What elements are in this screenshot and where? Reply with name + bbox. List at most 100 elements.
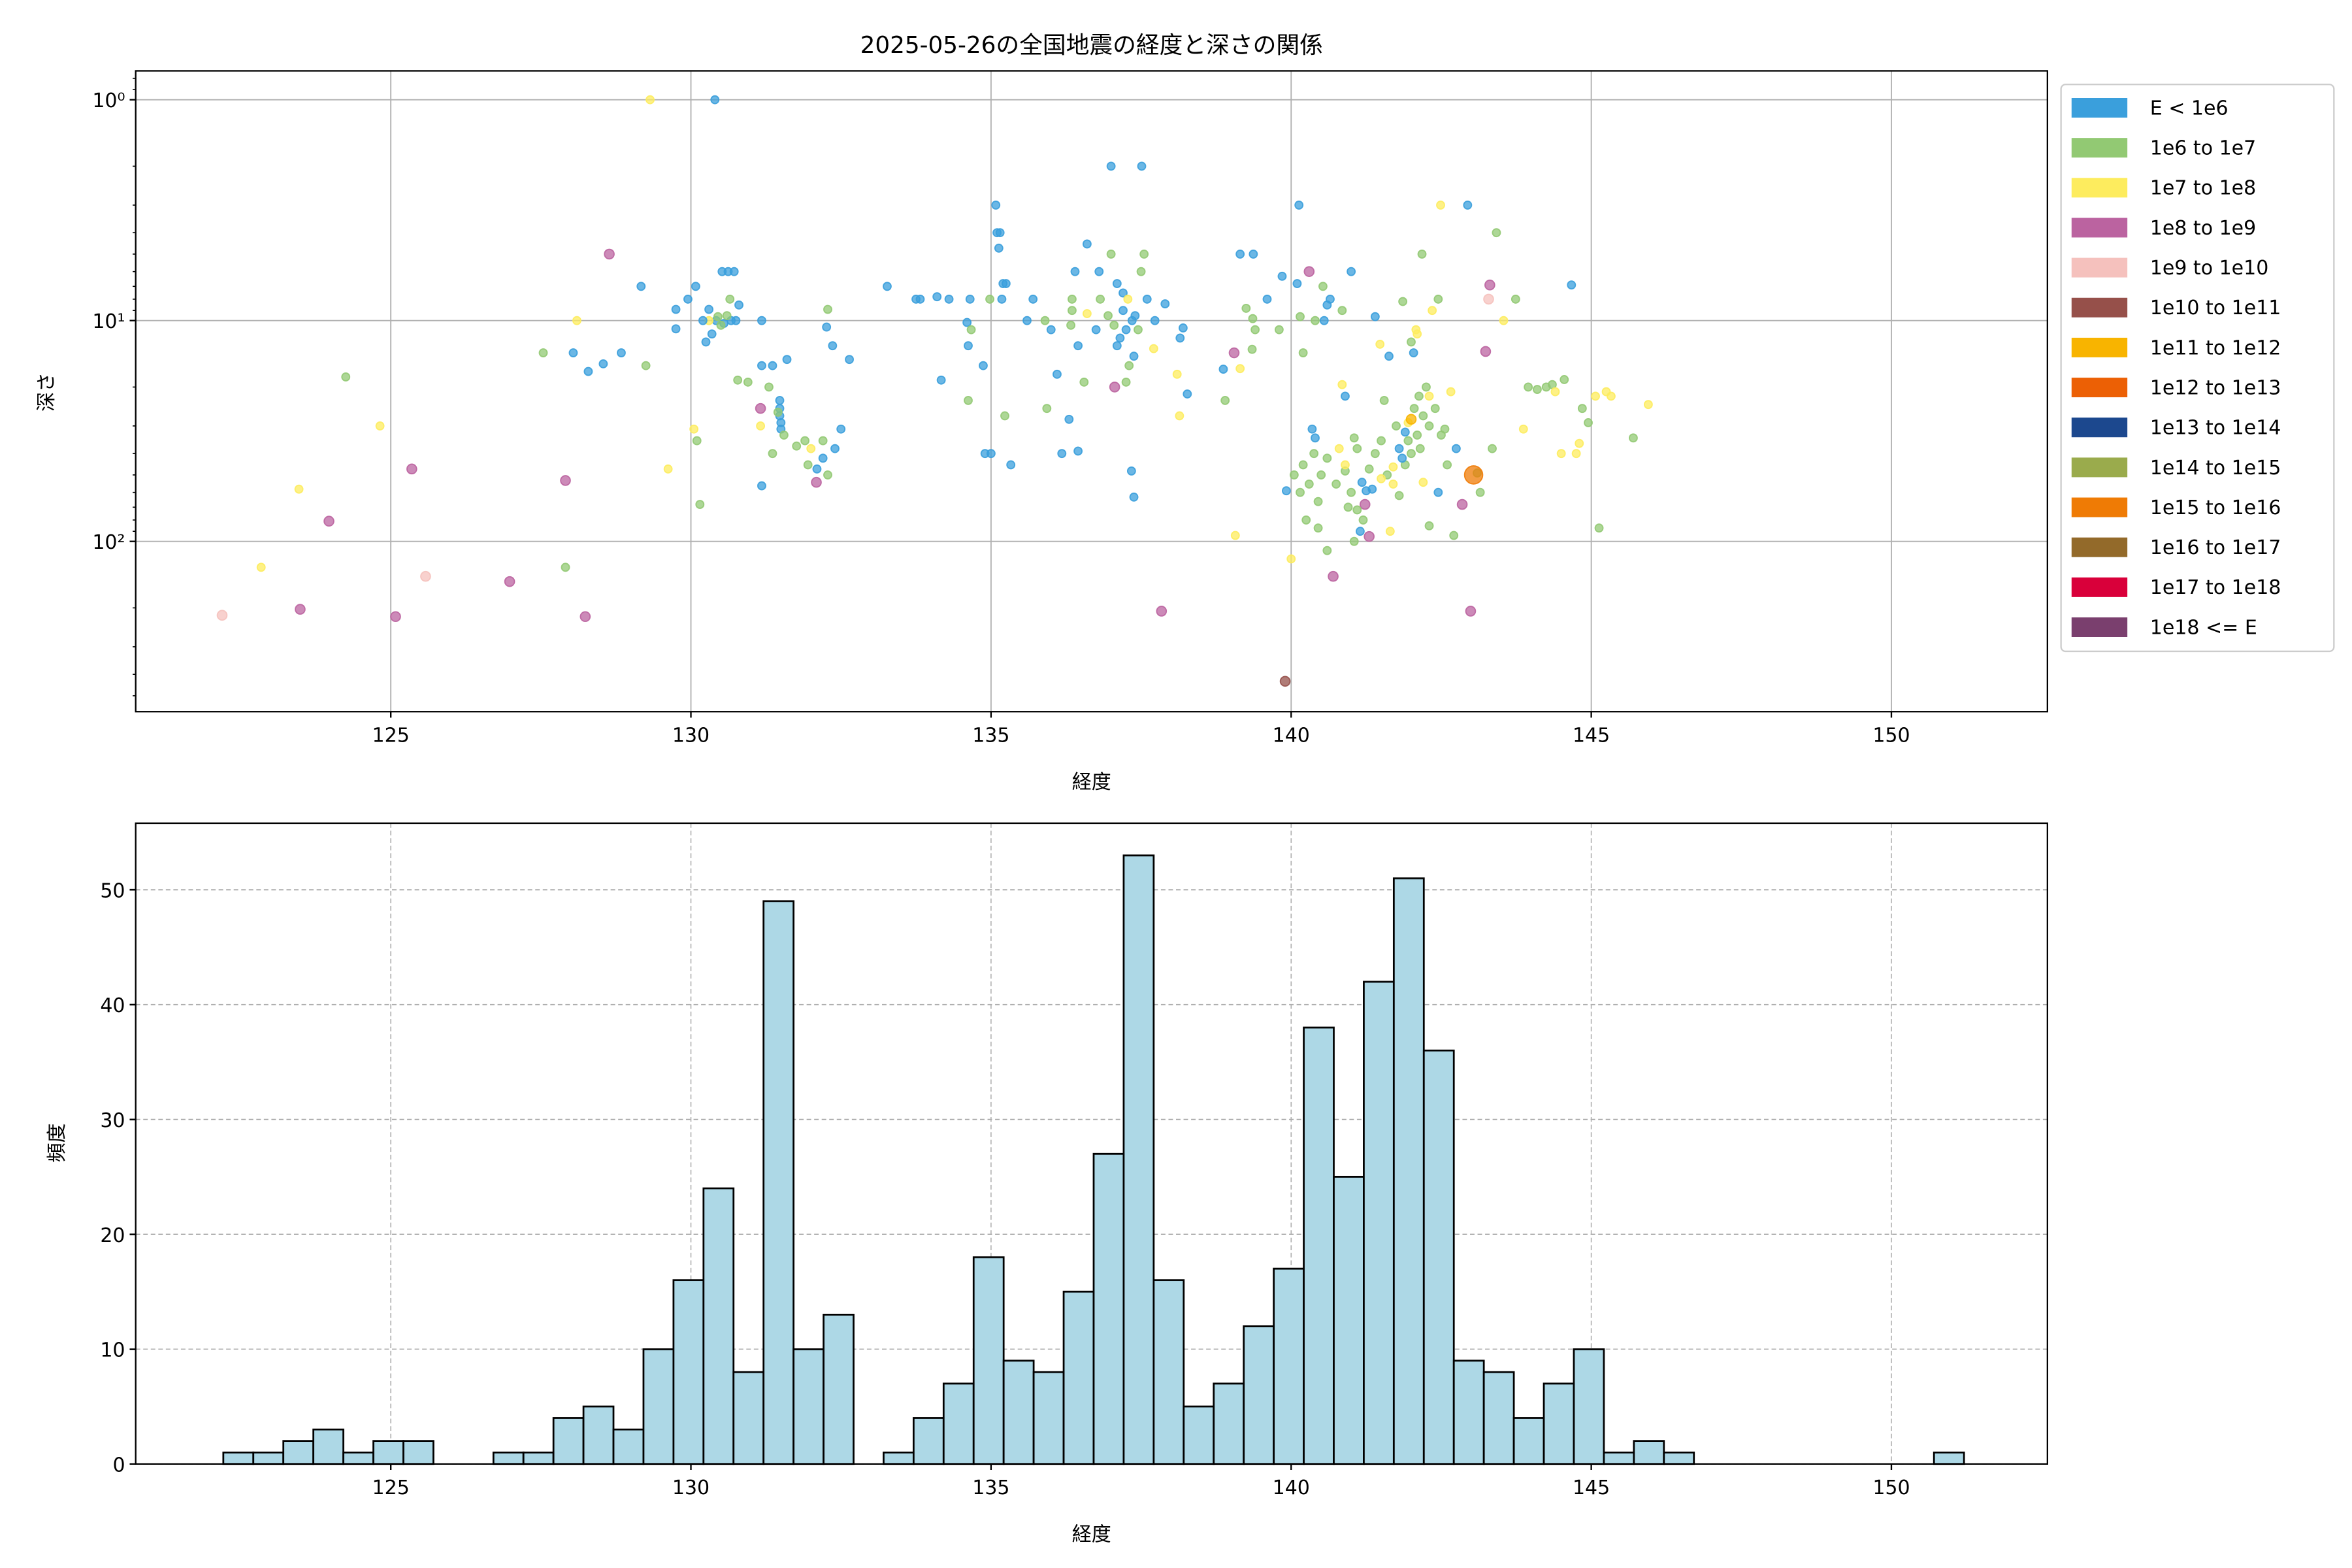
scatter-point (1567, 280, 1576, 290)
scatter-point (743, 377, 753, 387)
scatter-point (836, 424, 846, 434)
scatter-point (1357, 478, 1367, 487)
legend-item: 1e7 to 1e8 (2071, 177, 2256, 200)
histogram-bar (312, 1428, 344, 1465)
histogram-bar (912, 1417, 945, 1465)
scatter-point (792, 441, 802, 451)
scatter-point (823, 304, 832, 314)
histogram-y-tick-label: 10 (100, 1339, 125, 1362)
scatter-point (962, 318, 972, 327)
scatter-point (1446, 387, 1456, 397)
legend-label: 1e17 to 1e18 (2150, 576, 2281, 599)
scatter-point (1414, 391, 1424, 401)
histogram-x-tick-label: 130 (672, 1477, 710, 1499)
histogram-y-tick-label: 50 (100, 879, 125, 902)
scatter-point (1352, 505, 1362, 515)
scatter-point (1311, 433, 1320, 443)
legend-item: 1e10 to 1e11 (2071, 297, 2281, 319)
scatter-point (1235, 364, 1245, 374)
scatter-point (1109, 320, 1119, 330)
scatter-point (1292, 279, 1302, 288)
scatter-y-tick-label: 10² (92, 531, 125, 554)
scatter-point (1571, 449, 1581, 459)
scatter-point (1316, 470, 1326, 480)
scatter-point (1301, 515, 1311, 525)
legend-swatch (2071, 218, 2128, 238)
scatter-point (1178, 323, 1188, 333)
scatter-points (216, 95, 1653, 687)
scatter-point (722, 311, 732, 321)
scatter-point (1418, 478, 1428, 487)
scatter-y-tick-label: 10⁰ (92, 90, 125, 112)
scatter-x-tick-label: 135 (972, 724, 1009, 747)
scatter-point (1000, 411, 1009, 421)
scatter-point (1129, 351, 1139, 361)
scatter-point (713, 312, 723, 321)
legend-swatch (2071, 378, 2128, 398)
scatter-point (915, 294, 925, 304)
scatter-point (1248, 314, 1258, 323)
scatter-point (986, 449, 996, 459)
histogram-x-tick-label: 135 (972, 1477, 1009, 1499)
histogram-bar (823, 1313, 855, 1465)
scatter-point (1384, 351, 1394, 361)
scatter-point (764, 382, 774, 392)
scatter-point (1040, 316, 1050, 325)
scatter-point (995, 228, 1005, 238)
scatter-point (1121, 325, 1131, 335)
scatter-point (1067, 306, 1077, 316)
scatter-point (598, 359, 608, 368)
scatter-point (323, 515, 335, 527)
scatter-point (1413, 329, 1422, 339)
legend-swatch (2071, 138, 2128, 158)
scatter-point (294, 484, 304, 494)
legend-label: 1e9 to 1e10 (2150, 257, 2269, 280)
scatter-point (1499, 316, 1509, 325)
scatter-point (964, 396, 973, 405)
histogram-bar (1243, 1325, 1275, 1465)
scatter-point (1443, 460, 1452, 470)
scatter-point (1337, 306, 1347, 316)
scatter-point (1449, 531, 1459, 540)
scatter-point (1483, 293, 1494, 305)
scatter-point (1070, 267, 1080, 276)
histogram-bar (522, 1451, 555, 1465)
scatter-point (1304, 479, 1314, 489)
histogram-bar (342, 1451, 374, 1465)
scatter-point (645, 95, 655, 105)
scatter-point (504, 576, 515, 587)
scatter-point (716, 320, 726, 330)
scatter-point (1322, 546, 1332, 555)
scatter-point (1475, 487, 1485, 497)
legend-item: 1e15 to 1e16 (2071, 497, 2281, 519)
legend-swatch (2071, 457, 2128, 478)
scatter-point (1409, 348, 1418, 357)
scatter-point (1001, 279, 1011, 288)
scatter-point (1119, 306, 1128, 316)
scatter-point (1294, 201, 1304, 210)
legend-swatch (2071, 98, 2128, 118)
scatter-point (1409, 404, 1419, 414)
legend-item: E < 1e6 (2071, 97, 2229, 120)
histogram-bar (732, 1371, 765, 1465)
histogram-bar (492, 1451, 525, 1465)
scatter-point (1091, 325, 1101, 335)
scatter-point (1277, 271, 1287, 281)
scatter-point (1437, 431, 1446, 440)
legend-swatch (2071, 297, 2128, 318)
scatter-point (768, 361, 777, 370)
legend-item: 1e11 to 1e12 (2071, 336, 2281, 359)
histogram-bar (1303, 1026, 1335, 1465)
scatter-point (1456, 498, 1468, 510)
scatter-point (390, 611, 401, 623)
scatter-point (1134, 325, 1143, 335)
scatter-ticks: 125 130 135 140 145 150 10⁰ 10¹ 10² (92, 78, 1910, 747)
scatter-point (1064, 414, 1074, 424)
scatter-point (1296, 312, 1305, 321)
scatter-point (733, 375, 743, 385)
histogram-y-tick-label: 20 (100, 1224, 125, 1247)
scatter-point (1250, 325, 1260, 335)
scatter-point (822, 322, 832, 332)
scatter-point (1424, 391, 1434, 401)
scatter-y-tick-label: 10¹ (92, 310, 125, 333)
